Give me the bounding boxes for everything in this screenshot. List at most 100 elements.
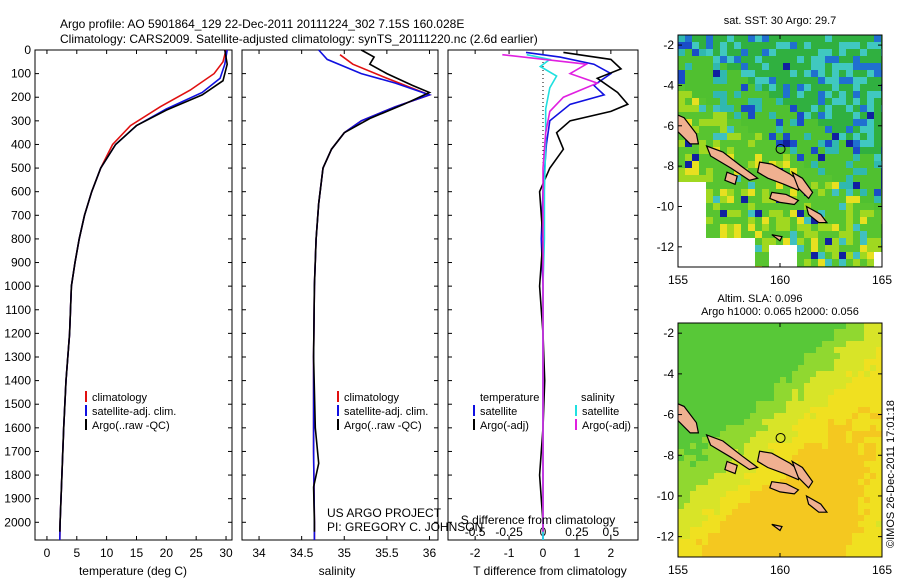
sst-cell <box>839 182 846 189</box>
sla-cell <box>678 515 684 521</box>
sla-cell <box>702 443 708 449</box>
sst-cell <box>874 133 881 140</box>
sla-cell <box>678 443 684 449</box>
sst-cell <box>832 189 839 196</box>
sla-cell <box>702 545 708 551</box>
y-tick-label: 300 <box>11 114 31 128</box>
sla-cell <box>792 545 798 551</box>
sst-cell <box>713 189 720 196</box>
sla-cell <box>684 467 690 473</box>
sst-cell <box>790 168 797 175</box>
sla-cell <box>774 365 780 371</box>
sla-cell <box>768 509 774 515</box>
sla-cell <box>792 371 798 377</box>
sst-cell <box>839 210 846 217</box>
sla-cell <box>690 335 696 341</box>
sst-cell <box>832 140 839 147</box>
sla-cell <box>714 485 720 491</box>
sla-cell <box>738 407 744 413</box>
sla-cell <box>696 527 702 533</box>
sst-cell <box>769 217 776 224</box>
sla-cell <box>846 353 852 359</box>
sst-cell <box>846 49 853 56</box>
sla-cell <box>732 533 738 539</box>
island-outline <box>791 459 814 489</box>
sst-cell <box>699 140 706 147</box>
sst-cell <box>825 196 832 203</box>
sst-cell <box>769 77 776 84</box>
series-line-satellite <box>59 49 228 541</box>
sst-cell <box>727 91 734 98</box>
sla-cell <box>756 461 762 467</box>
sla-cell <box>774 359 780 365</box>
sst-cell <box>790 147 797 154</box>
sst-cell <box>755 42 762 49</box>
sst-cell <box>860 259 867 266</box>
sla-cell <box>726 473 732 479</box>
sst-cell <box>860 217 867 224</box>
sst-cell <box>818 49 825 56</box>
sla-cell <box>708 425 714 431</box>
sst-cell <box>713 203 720 210</box>
sla-cell <box>792 527 798 533</box>
sla-cell <box>702 407 708 413</box>
sla-cell <box>852 527 858 533</box>
sst-cell <box>706 91 713 98</box>
sla-cell <box>786 527 792 533</box>
sla-cell <box>852 443 858 449</box>
sla-cell <box>690 545 696 551</box>
sla-cell <box>726 341 732 347</box>
sla-cell <box>786 401 792 407</box>
sst-cell <box>755 105 762 112</box>
sst-cell <box>839 147 846 154</box>
sla-cell <box>684 401 690 407</box>
sst-cell <box>762 182 769 189</box>
sla-cell <box>678 425 684 431</box>
sst-cell <box>769 98 776 105</box>
sst-cell <box>769 63 776 70</box>
sst-cell <box>692 35 699 42</box>
sla-cell <box>852 371 858 377</box>
sst-cell <box>825 35 832 42</box>
x-tick-label: 10 <box>100 546 114 560</box>
sst-cell <box>846 175 853 182</box>
sst-cell <box>853 245 860 252</box>
sla-cell <box>846 497 852 503</box>
sst-cell <box>846 112 853 119</box>
sla-cell <box>708 407 714 413</box>
sla-cell <box>768 359 774 365</box>
x-tick-label: -1 <box>504 546 515 560</box>
sla-cell <box>798 323 804 329</box>
sla-cell <box>822 473 828 479</box>
sst-cell <box>713 42 720 49</box>
sla-cell <box>678 461 684 467</box>
sst-cell <box>720 84 727 91</box>
sla-cell <box>810 413 816 419</box>
sla-cell <box>816 329 822 335</box>
sla-cell <box>684 527 690 533</box>
series-line-climatology <box>312 54 432 540</box>
sla-cell <box>708 461 714 467</box>
sla-cell <box>846 437 852 443</box>
sst-cell <box>853 126 860 133</box>
sst-cell <box>755 147 762 154</box>
sla-cell <box>870 497 876 503</box>
y-tick-label: 900 <box>11 256 31 270</box>
sla-cell <box>858 323 864 329</box>
sla-cell <box>762 347 768 353</box>
sla-cell <box>828 407 834 413</box>
sst-cell <box>853 154 860 161</box>
sst-cell <box>839 196 846 203</box>
sst-cell <box>811 168 818 175</box>
sla-cell <box>822 389 828 395</box>
sla-cell <box>678 527 684 533</box>
sla-cell <box>720 479 726 485</box>
sst-cell <box>762 91 769 98</box>
sla-cell <box>708 491 714 497</box>
sla-cell <box>840 353 846 359</box>
sst-cell <box>874 189 881 196</box>
sst-cell <box>678 140 685 147</box>
sst-cell <box>811 119 818 126</box>
sla-cell <box>714 497 720 503</box>
argo-position-marker <box>775 432 786 443</box>
